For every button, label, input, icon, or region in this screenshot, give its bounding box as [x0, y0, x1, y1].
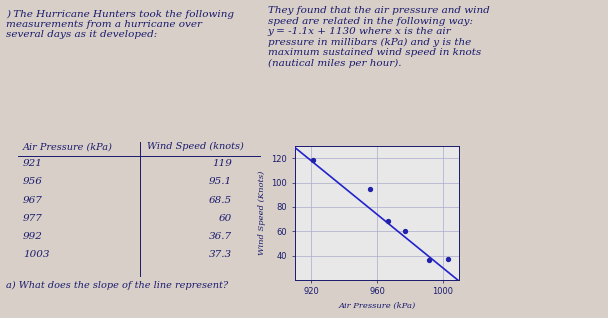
Text: ) The Hurricane Hunters took the following
measurements from a hurricane over
se: ) The Hurricane Hunters took the followi… — [6, 10, 234, 39]
Point — [443, 256, 452, 261]
Text: 95.1: 95.1 — [209, 177, 232, 186]
Text: 921: 921 — [23, 159, 43, 168]
Text: 967: 967 — [23, 196, 43, 204]
Text: 956: 956 — [23, 177, 43, 186]
Text: They found that the air pressure and wind
speed are related in the following way: They found that the air pressure and win… — [268, 6, 489, 68]
Y-axis label: Wind Speed (Knots): Wind Speed (Knots) — [258, 171, 266, 255]
Point — [400, 229, 410, 234]
Point — [365, 186, 375, 191]
Text: Air Pressure (kPa): Air Pressure (kPa) — [23, 142, 113, 151]
Text: 977: 977 — [23, 214, 43, 223]
Text: 992: 992 — [23, 232, 43, 241]
Text: Wind Speed (knots): Wind Speed (knots) — [147, 142, 244, 151]
Text: 60: 60 — [219, 214, 232, 223]
Text: 37.3: 37.3 — [209, 250, 232, 259]
Point — [384, 218, 393, 224]
Text: 1003: 1003 — [23, 250, 50, 259]
Point — [308, 157, 318, 162]
Point — [424, 257, 434, 262]
Text: a) What does the slope of the line represent?: a) What does the slope of the line repre… — [6, 281, 228, 290]
Text: 68.5: 68.5 — [209, 196, 232, 204]
X-axis label: Air Pressure (kPa): Air Pressure (kPa) — [338, 302, 416, 310]
Text: 36.7: 36.7 — [209, 232, 232, 241]
Text: 119: 119 — [212, 159, 232, 168]
